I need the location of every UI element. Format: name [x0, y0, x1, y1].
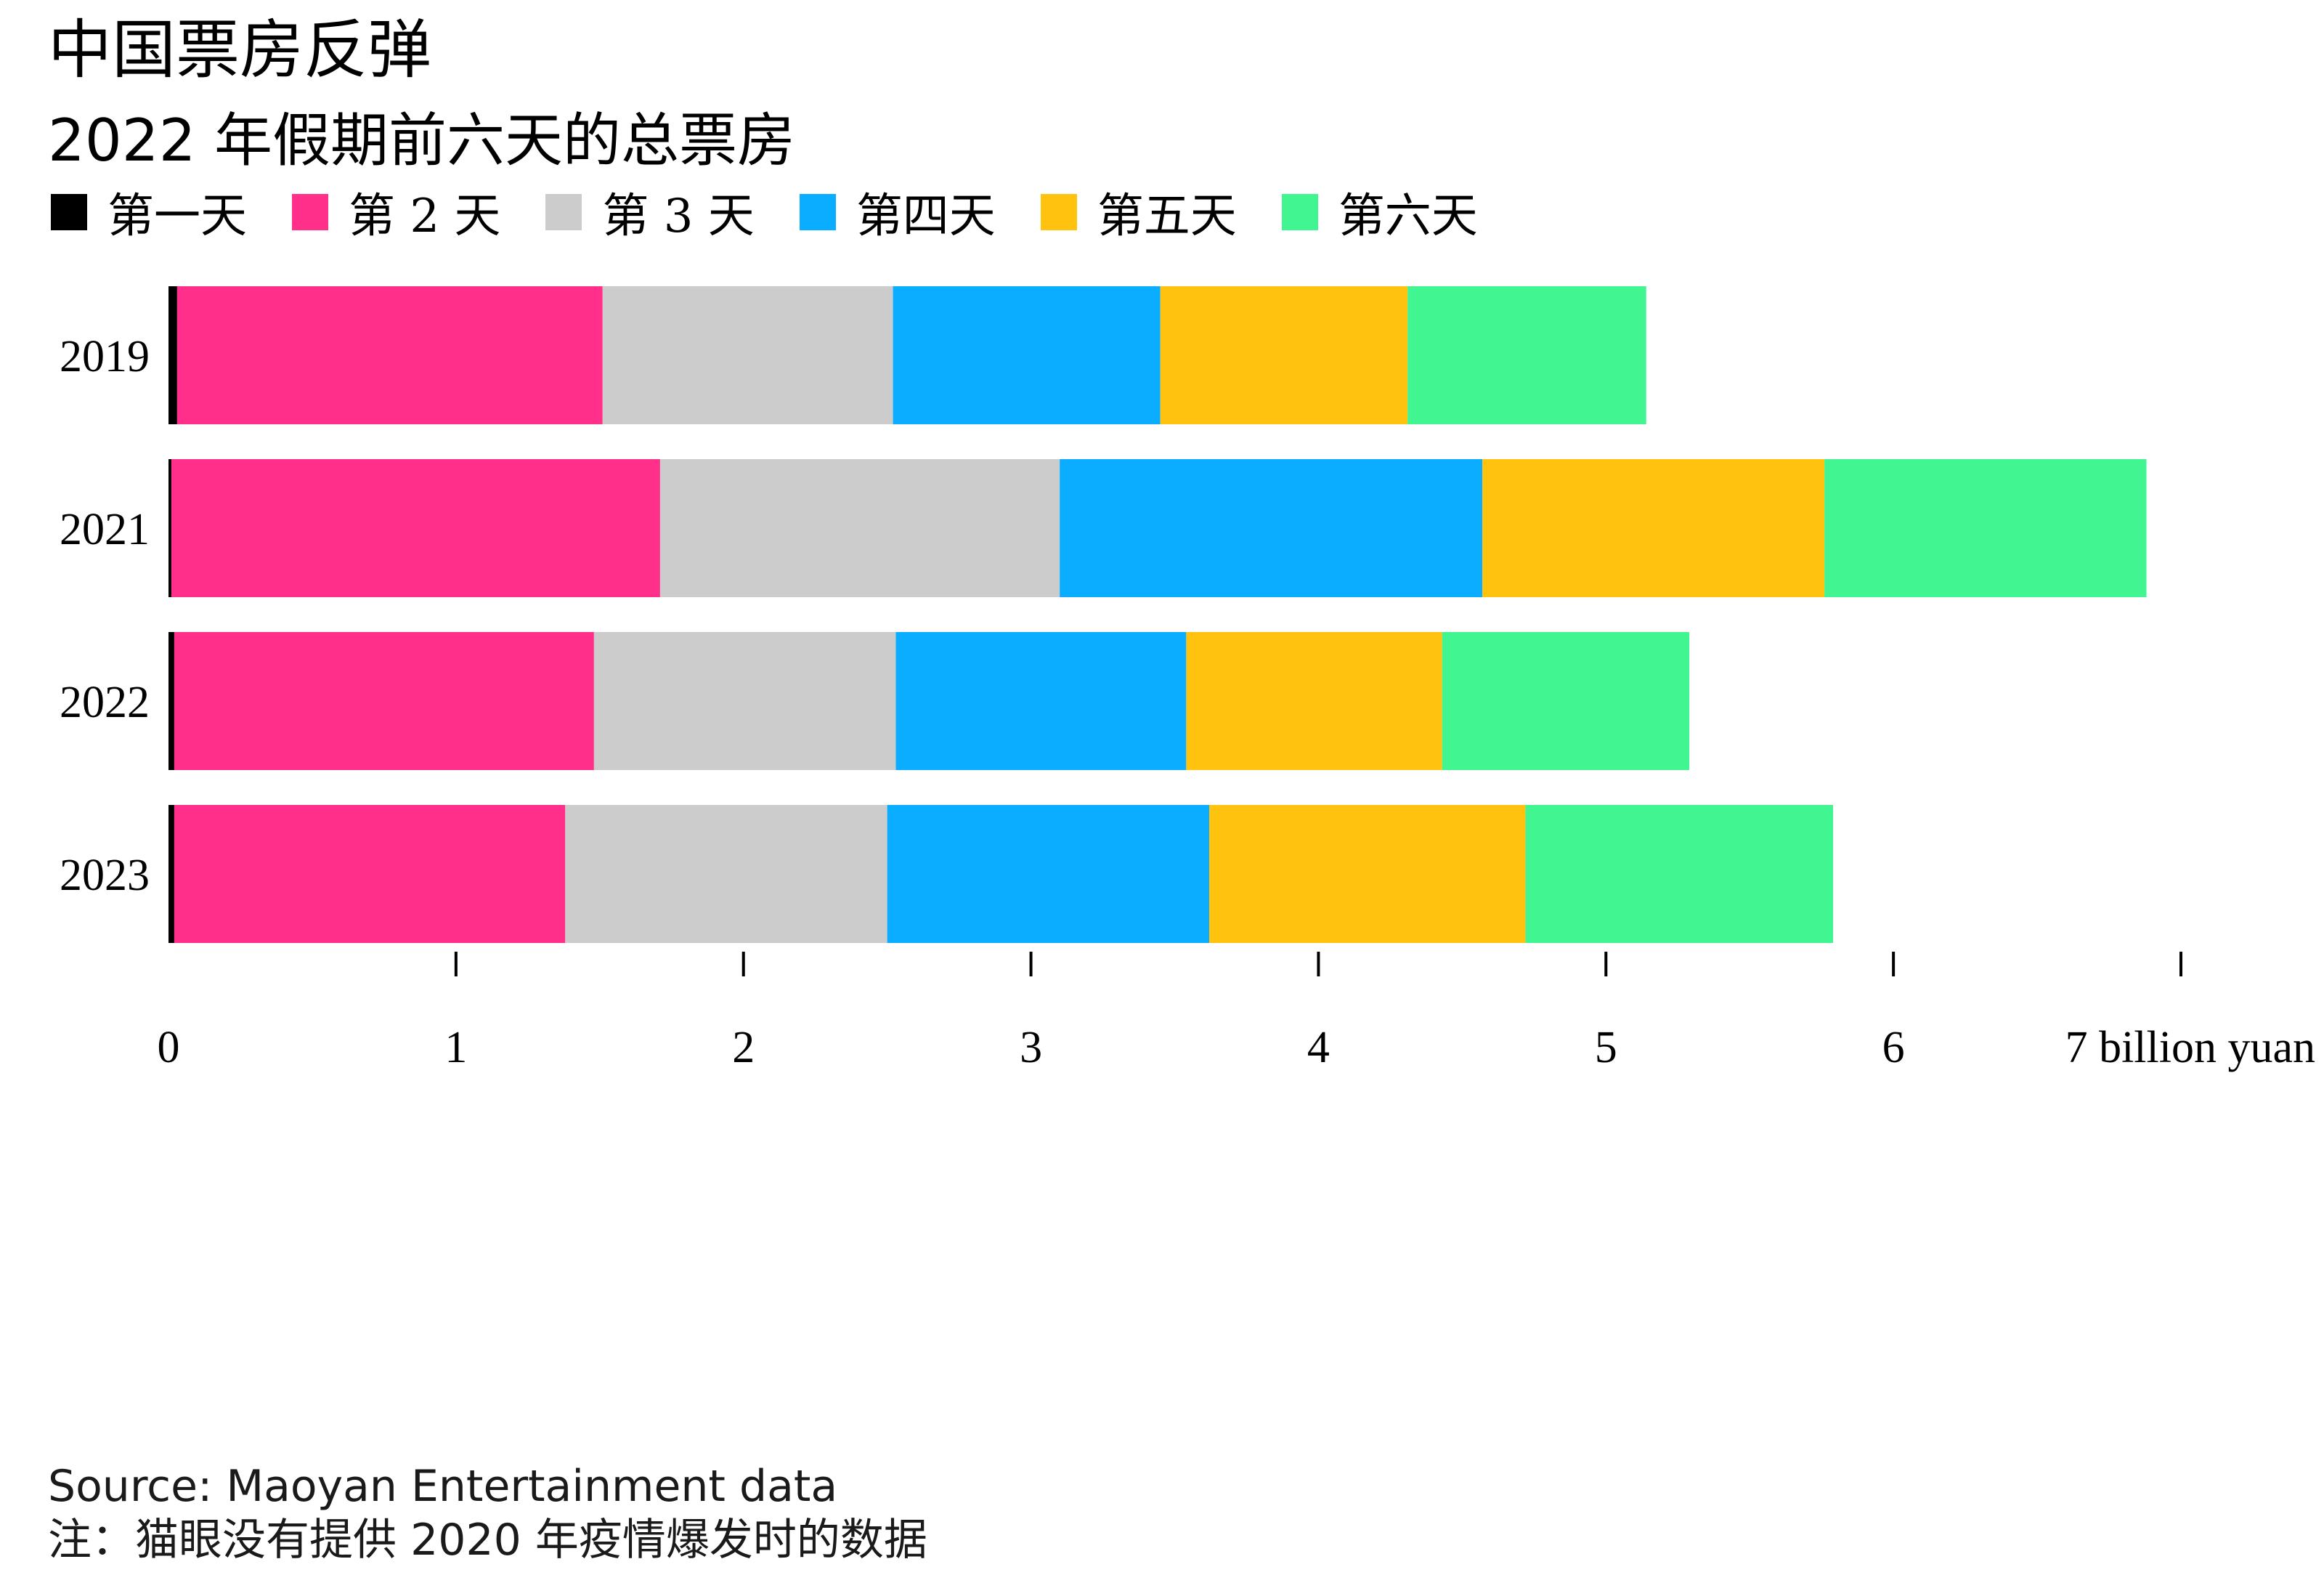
- legend-label: 第六天: [1338, 190, 1478, 243]
- x-tick-label: 3: [1020, 1023, 1042, 1072]
- bar-2022-segment-3: [895, 632, 1187, 770]
- stacked-bar-chart: 2019 2021 2022 2023 0 1 2 3 4 5 6 7 billion yuan: [60, 286, 2315, 1072]
- chart-subtitle: 2022 年假期前六天的总票房: [48, 107, 796, 174]
- bar-2023-segment-1: [174, 805, 566, 943]
- x-tick-label: 5: [1595, 1023, 1617, 1072]
- bar-2021-segment-5: [1824, 459, 2147, 597]
- bar-2022-segment-0: [168, 632, 174, 770]
- bar-2022-segment-2: [593, 632, 896, 770]
- legend-swatch: [292, 194, 328, 230]
- bar-2019-segment-2: [602, 286, 893, 424]
- bar-2021-segment-4: [1482, 459, 1825, 597]
- y-tick-label: 2022: [60, 678, 150, 727]
- legend-swatch: [545, 194, 582, 230]
- bar-2019-segment-1: [176, 286, 603, 424]
- footnote: 注：猫眼没有提供 2020 年疫情爆发时的数据: [48, 1515, 927, 1566]
- bar-2023-segment-2: [565, 805, 887, 943]
- legend-swatch: [51, 194, 87, 230]
- bar-2019-segment-5: [1407, 286, 1646, 424]
- bar-2022-segment-4: [1186, 632, 1442, 770]
- legend-item-0: 第一天: [51, 179, 247, 246]
- bar-2023-segment-5: [1525, 805, 1834, 943]
- source-note: Source: Maoyan Entertainment data: [48, 1461, 838, 1512]
- legend-item-2: 第 3 天: [545, 179, 755, 246]
- bar-2021-segment-0: [168, 459, 171, 597]
- chart-title: 中国票房反弹: [48, 12, 432, 87]
- x-tick-label: 1: [444, 1023, 467, 1072]
- legend-item-4: 第五天: [1040, 179, 1237, 246]
- legend-item-5: 第六天: [1281, 179, 1478, 246]
- bar-2021-segment-3: [1060, 459, 1483, 597]
- legend-label: 第一天: [107, 190, 247, 243]
- legend-label: 第 3 天: [602, 190, 755, 243]
- bar-2019-segment-0: [168, 286, 177, 424]
- legend-label: 第四天: [856, 190, 996, 243]
- x-tick-label: 6: [1882, 1023, 1905, 1072]
- legend-swatch: [1040, 194, 1077, 230]
- x-tick-label: 7 billion yuan: [2065, 1023, 2315, 1072]
- bar-2021-segment-2: [659, 459, 1060, 597]
- x-tick-label: 0: [158, 1023, 180, 1072]
- legend-item-3: 第四天: [799, 179, 996, 246]
- bar-2021-segment-1: [171, 459, 660, 597]
- legend: 第一天 第 2 天 第 3 天 第四天 第五天 第六天: [51, 183, 1523, 243]
- bar-2023-segment-0: [168, 805, 174, 943]
- bar-2022-segment-5: [1442, 632, 1690, 770]
- y-tick-label: 2019: [60, 332, 150, 381]
- legend-label: 第五天: [1097, 190, 1237, 243]
- legend-swatch: [1281, 194, 1318, 230]
- y-tick-label: 2023: [60, 851, 150, 900]
- y-tick-label: 2021: [60, 505, 150, 554]
- bar-2023-segment-3: [887, 805, 1210, 943]
- x-tick-label: 4: [1307, 1023, 1330, 1072]
- bar-2019-segment-4: [1160, 286, 1408, 424]
- legend-swatch: [799, 194, 836, 230]
- x-tick-label: 2: [732, 1023, 755, 1072]
- bar-2019-segment-3: [893, 286, 1161, 424]
- bar-2022-segment-1: [174, 632, 594, 770]
- legend-label: 第 2 天: [349, 190, 501, 243]
- legend-item-1: 第 2 天: [292, 179, 500, 246]
- bar-2023-segment-4: [1209, 805, 1526, 943]
